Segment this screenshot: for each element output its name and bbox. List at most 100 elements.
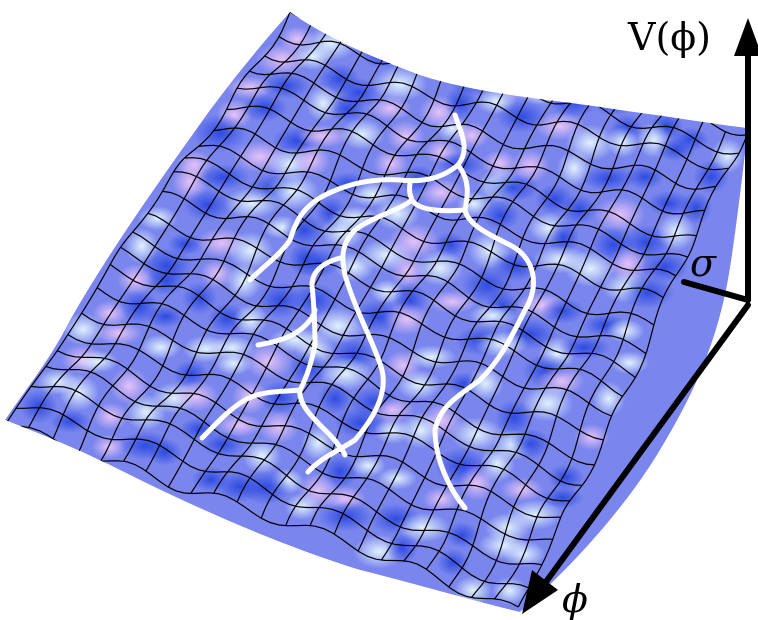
shading-blob	[260, 379, 301, 415]
shading-blob	[574, 424, 610, 451]
shading-blob	[386, 120, 425, 153]
shading-blob	[92, 300, 128, 327]
trajectory-path	[199, 387, 303, 441]
grid-line	[357, 86, 605, 552]
shading-blob	[145, 305, 185, 328]
shading-blob	[481, 200, 520, 231]
shading-blob	[396, 370, 442, 400]
shading-blob	[215, 413, 263, 437]
shading-blob	[137, 206, 178, 231]
shading-blob	[370, 397, 415, 423]
shading-blob	[50, 409, 91, 433]
grid-line	[31, 385, 543, 566]
shading-blob	[244, 343, 293, 380]
shading-blob	[418, 179, 465, 207]
grid-line	[57, 350, 561, 519]
grid-line	[425, 112, 665, 570]
shading-blob	[293, 42, 333, 71]
grid-line	[403, 109, 645, 562]
grid-line	[285, 71, 541, 526]
shading-blob	[467, 366, 504, 401]
shading-blob	[95, 321, 143, 345]
shading-blob	[257, 282, 304, 319]
sigma-axis-label: σ	[690, 241, 717, 285]
shading-blob	[372, 66, 428, 102]
shading-blob	[594, 197, 646, 233]
field-trajectories	[199, 112, 536, 511]
shading-blob	[589, 83, 639, 117]
grid-line	[67, 334, 570, 502]
trajectory-path	[305, 179, 468, 475]
shading-blob	[340, 118, 385, 150]
shading-blob	[485, 173, 541, 202]
shading-blob	[19, 389, 58, 424]
grid-line	[132, 231, 623, 397]
axes	[522, 18, 758, 614]
grid-line	[380, 95, 625, 561]
grid-line	[309, 85, 563, 526]
potential-surface	[5, 12, 748, 612]
shading-blob	[174, 381, 219, 412]
shading-blob	[183, 188, 232, 222]
shading-blob	[374, 197, 421, 231]
trajectory-path	[247, 112, 467, 283]
shading-blob	[140, 334, 182, 360]
grid-line	[333, 87, 584, 535]
trajectory-path	[297, 255, 348, 458]
vertical-axis-label: V(ϕ)	[627, 15, 711, 59]
shading-blob	[125, 393, 167, 431]
surface-grid	[5, 12, 748, 608]
shading-blob	[679, 192, 713, 225]
shading-blob	[224, 187, 280, 219]
vertical-axis-arrowhead	[734, 18, 758, 56]
shading-blob	[427, 290, 478, 314]
phi-axis-label: ϕ	[562, 577, 588, 620]
shading-blob	[361, 41, 406, 69]
shading-blob	[522, 384, 574, 422]
phi-axis-arrowhead	[522, 570, 558, 614]
grid-line	[470, 118, 705, 598]
shading-blob	[368, 96, 412, 121]
shading-blob	[240, 469, 293, 505]
grid-line	[109, 264, 604, 441]
shading-blob	[510, 428, 551, 460]
shading-blob	[506, 499, 563, 530]
grid-line	[96, 287, 595, 466]
grid-line	[81, 312, 583, 486]
shading-blob	[445, 521, 479, 549]
shading-blob	[625, 164, 665, 190]
phi-axis	[537, 302, 751, 593]
shading-blob	[693, 160, 730, 194]
grid-line	[16, 407, 530, 589]
shading-blob	[242, 438, 282, 474]
shading-blob	[547, 464, 585, 491]
shading-blob	[609, 351, 650, 375]
grid-line	[494, 131, 726, 600]
grid-line	[45, 365, 553, 541]
shading-blob	[422, 486, 460, 512]
shading-blob	[282, 213, 326, 247]
shading-blob	[406, 38, 445, 65]
shading-blob	[561, 194, 597, 225]
shading-blob	[146, 265, 186, 296]
shading-blob	[319, 357, 373, 391]
shading-blob	[592, 381, 626, 417]
shading-blob	[192, 114, 248, 152]
shading-blob	[376, 467, 418, 490]
shading-blob	[227, 232, 274, 270]
shading-blob	[196, 164, 251, 191]
shading-blob	[317, 501, 374, 532]
grid-line	[147, 212, 636, 378]
shading-blob	[458, 465, 495, 501]
trajectory-path	[255, 307, 318, 348]
shading-blob	[260, 72, 311, 99]
shading-blob	[337, 16, 374, 44]
grid-line	[448, 110, 685, 588]
sigma-axis	[681, 279, 751, 303]
shading-blob	[421, 47, 474, 77]
grid-line	[517, 134, 748, 608]
shading-blob	[76, 350, 119, 373]
shading-blob	[656, 138, 696, 162]
shading-blob	[619, 275, 675, 310]
